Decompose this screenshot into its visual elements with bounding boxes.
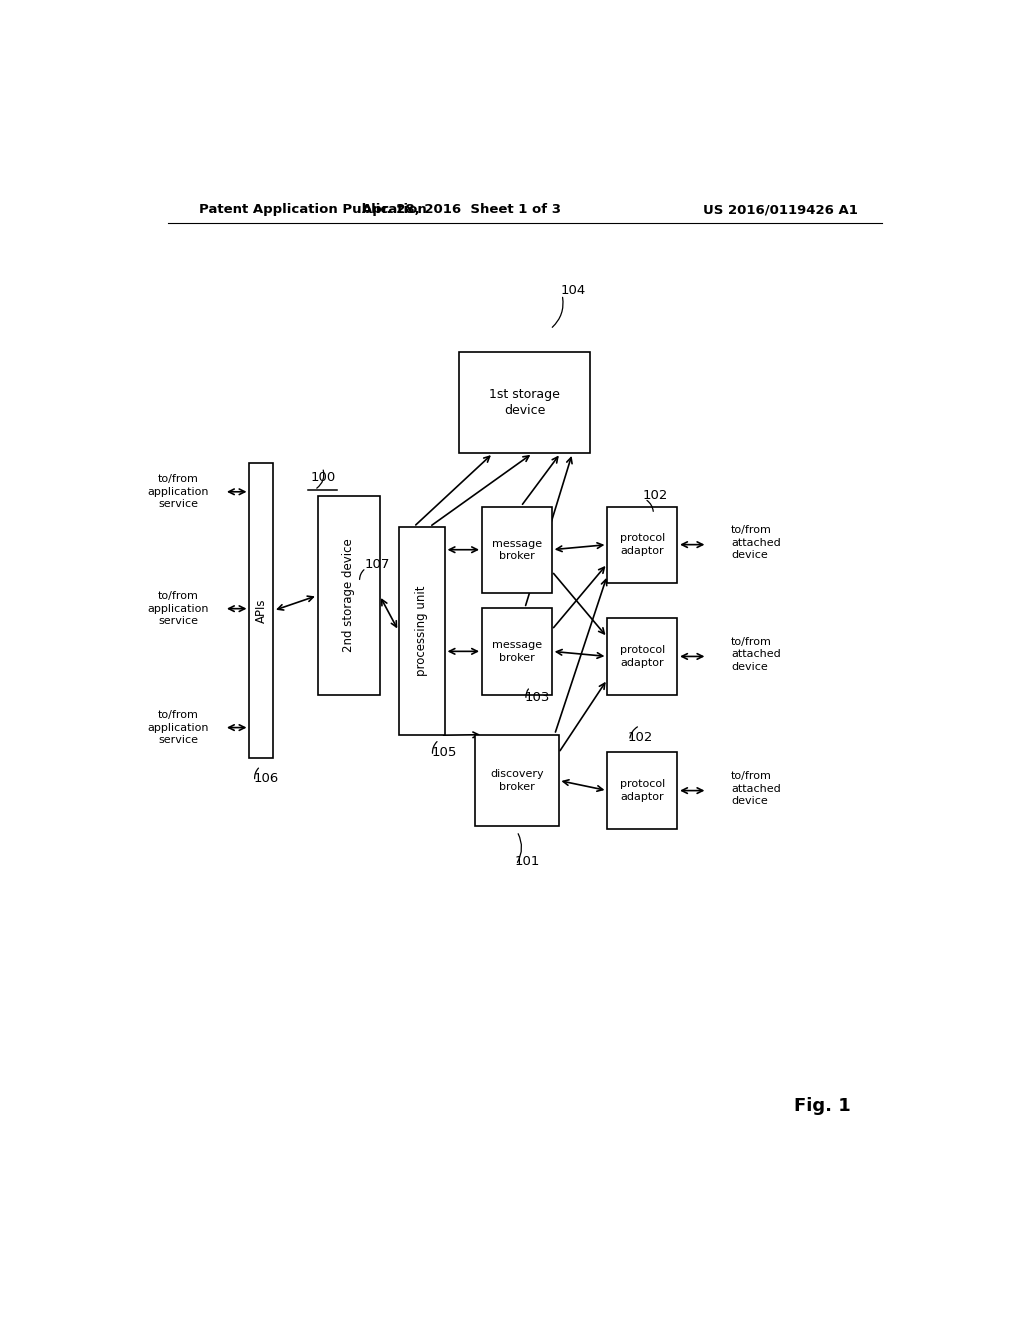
Text: protocol
adaptor: protocol adaptor xyxy=(620,533,665,556)
Text: APIs: APIs xyxy=(255,598,268,623)
Text: 2nd storage device: 2nd storage device xyxy=(342,539,355,652)
FancyBboxPatch shape xyxy=(607,507,677,582)
Text: 105: 105 xyxy=(431,747,457,759)
FancyBboxPatch shape xyxy=(482,507,552,593)
Text: discovery
broker: discovery broker xyxy=(490,770,544,792)
Text: 106: 106 xyxy=(253,772,279,785)
Text: Apr. 28, 2016  Sheet 1 of 3: Apr. 28, 2016 Sheet 1 of 3 xyxy=(361,203,561,216)
Text: 101: 101 xyxy=(514,855,540,869)
Text: 107: 107 xyxy=(365,558,390,572)
Text: message
broker: message broker xyxy=(492,539,542,561)
Text: to/from
application
service: to/from application service xyxy=(147,474,209,510)
Text: 102: 102 xyxy=(643,490,669,503)
Text: processing unit: processing unit xyxy=(415,586,428,676)
Text: 103: 103 xyxy=(524,690,550,704)
FancyBboxPatch shape xyxy=(482,609,552,694)
FancyBboxPatch shape xyxy=(398,527,444,735)
Text: US 2016/0119426 A1: US 2016/0119426 A1 xyxy=(703,203,858,216)
Text: 104: 104 xyxy=(560,284,586,297)
FancyBboxPatch shape xyxy=(250,463,273,758)
Text: to/from
attached
device: to/from attached device xyxy=(731,638,781,672)
FancyBboxPatch shape xyxy=(460,351,590,453)
Text: Patent Application Publication: Patent Application Publication xyxy=(200,203,427,216)
Text: to/from
application
service: to/from application service xyxy=(147,710,209,744)
FancyBboxPatch shape xyxy=(607,752,677,829)
Text: to/from
application
service: to/from application service xyxy=(147,591,209,626)
Text: 100: 100 xyxy=(310,471,336,484)
FancyBboxPatch shape xyxy=(475,735,558,826)
Text: message
broker: message broker xyxy=(492,640,542,663)
FancyBboxPatch shape xyxy=(607,618,677,694)
Text: to/from
attached
device: to/from attached device xyxy=(731,525,781,560)
Text: 1st storage
device: 1st storage device xyxy=(489,388,560,417)
FancyBboxPatch shape xyxy=(317,496,380,694)
Text: protocol
adaptor: protocol adaptor xyxy=(620,645,665,668)
Text: Fig. 1: Fig. 1 xyxy=(794,1097,851,1114)
Text: protocol
adaptor: protocol adaptor xyxy=(620,779,665,801)
Text: 102: 102 xyxy=(628,731,653,744)
Text: to/from
attached
device: to/from attached device xyxy=(731,771,781,807)
